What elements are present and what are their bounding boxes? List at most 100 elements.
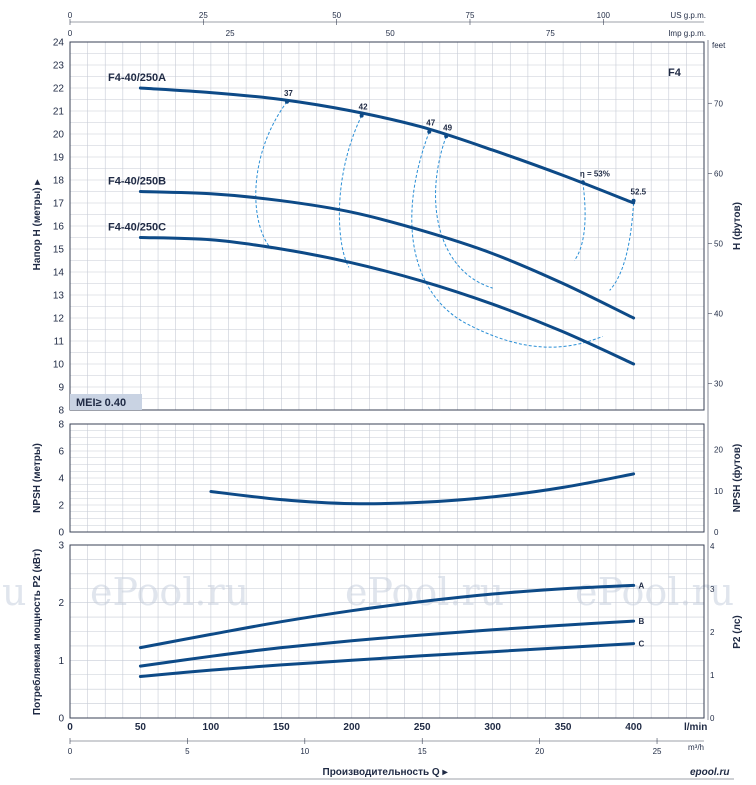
- efficiency-point: [580, 180, 585, 185]
- head-tick-label: 15: [53, 245, 65, 256]
- efficiency-point: [359, 113, 364, 118]
- lmin-tick-label: 0: [67, 722, 73, 733]
- power-tick-label: 3: [58, 541, 64, 552]
- impgpm-label: Imp g.p.m.: [668, 29, 706, 38]
- efficiency-point: [444, 134, 449, 139]
- head-tick-label: 18: [53, 176, 65, 187]
- usgpm-tick-label: 75: [466, 11, 475, 20]
- lmin-tick-label: 250: [414, 722, 431, 733]
- m3h-label: m³/h: [688, 743, 704, 752]
- mei-label: MEI≥ 0.40: [76, 397, 126, 409]
- efficiency-label: 47: [426, 119, 435, 128]
- power-tick-label: 2: [58, 598, 64, 609]
- head-tick-label: 21: [53, 107, 65, 118]
- power-curve-C: [138, 642, 636, 678]
- head-curve-F4-40/250B: [138, 190, 636, 320]
- lmin-tick-label: 50: [135, 722, 147, 733]
- npsh-right-title: NPSH (футов): [731, 444, 743, 513]
- power-curve-label: C: [639, 640, 645, 649]
- m3h-tick-label: 5: [185, 747, 190, 756]
- panel-frame: [69, 544, 705, 719]
- mei-box: [70, 394, 142, 410]
- usgpm-tick-label: 50: [332, 11, 341, 20]
- head-curve-label: F4-40/250C: [108, 222, 166, 234]
- head-right-title: H (футов): [731, 202, 743, 250]
- watermark-text: ePool.ru: [90, 570, 249, 614]
- head-tick-label: 19: [53, 153, 65, 164]
- head-right-tick-label: 40: [714, 310, 723, 319]
- head-curve-label: F4-40/250B: [108, 176, 166, 188]
- lmin-tick-label: 150: [273, 722, 290, 733]
- head-right-tick-label: 60: [714, 169, 723, 178]
- npsh-tick-label: 4: [58, 474, 64, 485]
- power-curve-B: [138, 619, 636, 668]
- model-badge: F4: [668, 67, 682, 79]
- efficiency-line-47: [411, 131, 603, 348]
- head-tick-label: 14: [53, 268, 65, 279]
- power-curve-label: B: [639, 617, 645, 626]
- m3h-tick-label: 20: [535, 747, 544, 756]
- panel-frame: [69, 423, 705, 533]
- head-tick-label: 10: [53, 360, 65, 371]
- m3h-tick-label: 0: [68, 747, 73, 756]
- head-tick-label: 23: [53, 61, 65, 72]
- head-tick-label: 24: [53, 38, 65, 49]
- npsh-curve: [209, 472, 636, 506]
- lmin-tick-label: 200: [343, 722, 360, 733]
- efficiency-line-37: [255, 101, 288, 250]
- head-curve-label: F4-40/250A: [108, 72, 166, 84]
- power-right-title: P2 (лс): [732, 615, 743, 648]
- power-left-title: Потребляемая мощность P2 (кВт): [31, 549, 43, 715]
- power-tick-label: 0: [58, 714, 64, 725]
- power-tick-label: 1: [58, 656, 64, 667]
- efficiency-line-53: [573, 182, 586, 261]
- head-right-tick-label: 30: [714, 380, 723, 389]
- head-right-tick-label: 50: [714, 239, 723, 248]
- efficiency-label: 37: [284, 89, 293, 98]
- label-layer: F4-40/250AF4-40/250BF4-40/250C37424749η …: [31, 11, 743, 780]
- usgpm-tick-label: 100: [597, 11, 611, 20]
- x-axis-title: Производительность Q ▸: [323, 767, 449, 778]
- head-right-tick-label: 70: [714, 99, 723, 108]
- npsh-tick-label: 0: [58, 528, 64, 539]
- watermark-text: u: [2, 570, 26, 614]
- efficiency-line-52-5: [609, 202, 635, 291]
- head-right-unit: feet: [712, 41, 726, 50]
- head-tick-label: 13: [53, 291, 65, 302]
- efficiency-point: [284, 99, 289, 104]
- head-tick-label: 17: [53, 199, 65, 210]
- head-tick-label: 8: [58, 406, 64, 417]
- lmin-tick-label: 300: [484, 722, 501, 733]
- efficiency-line-49: [435, 136, 493, 289]
- npsh-tick-label: 2: [58, 501, 64, 512]
- curve-layer: [138, 86, 636, 678]
- head-left-title: Напор H (метры) ▸: [32, 179, 43, 271]
- lmin-label: l/min: [684, 722, 707, 733]
- npsh-right-tick-label: 10: [714, 487, 723, 496]
- head-curve-F4-40/250A: [138, 86, 636, 205]
- head-tick-label: 11: [54, 337, 65, 348]
- npsh-right-tick-label: 20: [714, 446, 723, 455]
- head-curve-F4-40/250C: [138, 236, 636, 366]
- impgpm-tick-label: 0: [68, 29, 73, 38]
- impgpm-tick-label: 75: [546, 29, 555, 38]
- efficiency-label: 52.5: [631, 188, 647, 197]
- lmin-tick-label: 350: [555, 722, 572, 733]
- power-right-tick-label: 2: [710, 628, 715, 637]
- head-tick-label: 9: [58, 383, 64, 394]
- npsh-right-tick-label: 0: [714, 528, 719, 537]
- head-tick-label: 22: [53, 84, 65, 95]
- m3h-tick-label: 10: [300, 747, 309, 756]
- m3h-tick-label: 15: [418, 747, 427, 756]
- usgpm-label: US g.p.m.: [670, 11, 706, 20]
- watermark-text: ePool.ru: [575, 570, 734, 614]
- impgpm-tick-label: 50: [386, 29, 395, 38]
- head-tick-label: 20: [53, 130, 65, 141]
- head-tick-label: 12: [53, 314, 65, 325]
- efficiency-label: 49: [443, 123, 452, 132]
- efficiency-point: [427, 129, 432, 134]
- power-right-tick-label: 3: [710, 585, 715, 594]
- efficiency-label: 42: [359, 103, 368, 112]
- grid-layer: [69, 40, 709, 720]
